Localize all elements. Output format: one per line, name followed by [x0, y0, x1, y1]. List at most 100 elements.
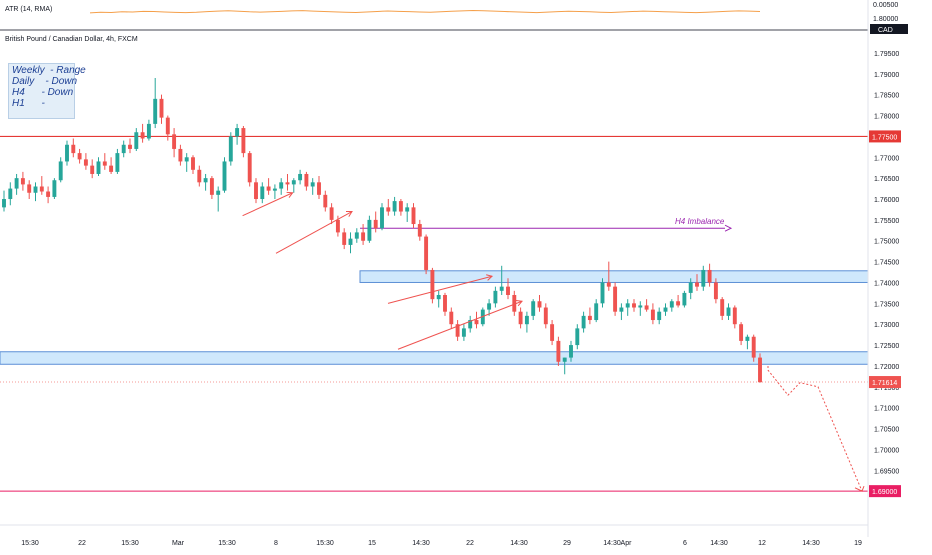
candle	[109, 157, 114, 174]
price-tick: 1.73000	[874, 322, 899, 329]
candle-body	[367, 219, 372, 241]
candle	[701, 265, 706, 291]
candle-body	[682, 292, 687, 306]
channel-2-lower-head	[515, 299, 523, 307]
candle	[386, 199, 391, 216]
candle	[71, 138, 76, 158]
candle-body	[493, 290, 498, 304]
candle	[367, 215, 372, 243]
candle-body	[310, 182, 315, 187]
candle-body	[27, 184, 32, 193]
candle	[272, 184, 277, 200]
candle	[688, 278, 693, 300]
current-tag	[869, 376, 901, 389]
candle-body	[323, 194, 328, 208]
candle	[663, 303, 668, 316]
candle-body	[468, 320, 473, 329]
time-tick: 22	[466, 540, 474, 547]
candle-body	[380, 207, 384, 229]
candle	[644, 299, 649, 312]
candle	[228, 132, 233, 166]
candle	[411, 203, 416, 229]
candle	[165, 115, 170, 141]
candle	[33, 182, 38, 202]
projection-arrow-head	[854, 485, 865, 492]
candle	[556, 336, 561, 366]
time-tick: 15	[368, 540, 376, 547]
candle-body	[537, 301, 542, 308]
candle	[695, 274, 699, 291]
price-tick: 1.75500	[874, 218, 899, 225]
candle-body	[146, 123, 151, 139]
candle	[20, 171, 25, 191]
candle-body	[8, 188, 13, 200]
candle-body	[430, 269, 435, 300]
candle	[354, 228, 359, 243]
candle	[739, 322, 744, 346]
candle-body	[153, 98, 158, 124]
candle	[581, 311, 586, 333]
candle	[39, 176, 44, 195]
drawings-layer	[242, 191, 865, 492]
candle	[613, 282, 618, 316]
candle-body	[398, 201, 403, 212]
bias-row: Daily - Down	[12, 76, 78, 87]
price-tick: 1.72000	[874, 364, 899, 371]
candle	[115, 148, 120, 174]
candle	[468, 315, 473, 333]
candle-body	[184, 157, 189, 162]
candle	[178, 144, 183, 166]
time-tick: 14:30	[802, 540, 820, 547]
candle	[140, 123, 145, 143]
projection-path	[767, 365, 863, 492]
candle	[46, 186, 51, 204]
currency-tag	[870, 24, 908, 34]
candle-body	[506, 286, 510, 295]
candle	[146, 119, 151, 141]
candle-body	[720, 299, 725, 316]
candle-body	[562, 357, 567, 362]
bias-row: H1 -	[12, 98, 45, 109]
candle	[713, 278, 718, 304]
candle-body	[449, 311, 454, 325]
candle	[191, 155, 195, 174]
candle-body	[304, 173, 309, 187]
candle-body	[512, 294, 517, 312]
candle-body	[392, 201, 397, 212]
price-tick: 1.79500	[874, 51, 899, 58]
candle-body	[581, 315, 586, 329]
candle-body	[178, 148, 183, 162]
candle-body	[121, 144, 126, 154]
candle-body	[411, 207, 416, 225]
price-tick: 1.74000	[874, 280, 899, 287]
candle	[732, 305, 737, 329]
channel-1-lower-head	[345, 211, 353, 217]
candle-body	[247, 153, 252, 183]
candle-body	[688, 282, 693, 293]
candle-body	[600, 282, 605, 304]
candle	[96, 157, 101, 177]
candle	[726, 303, 731, 321]
candle	[657, 307, 662, 325]
candle	[543, 303, 548, 329]
price-tick: 1.73500	[874, 301, 899, 308]
candle	[153, 77, 158, 129]
currency-tag-text: CAD	[878, 27, 893, 34]
candle-body	[14, 178, 19, 189]
candle	[669, 299, 674, 312]
candle	[254, 178, 258, 204]
candle-body	[713, 282, 718, 300]
candle-body	[405, 207, 410, 212]
target-tag	[869, 485, 901, 498]
candle	[455, 320, 460, 341]
price-tick: 1.75000	[874, 239, 899, 246]
candle	[2, 190, 6, 212]
price-tick: 1.70000	[874, 447, 899, 454]
candles-layer	[2, 77, 762, 383]
upper-zone	[359, 270, 869, 283]
candle-body	[235, 128, 240, 137]
candle	[298, 169, 303, 185]
candle-body	[556, 340, 561, 362]
candle-body	[726, 307, 731, 316]
